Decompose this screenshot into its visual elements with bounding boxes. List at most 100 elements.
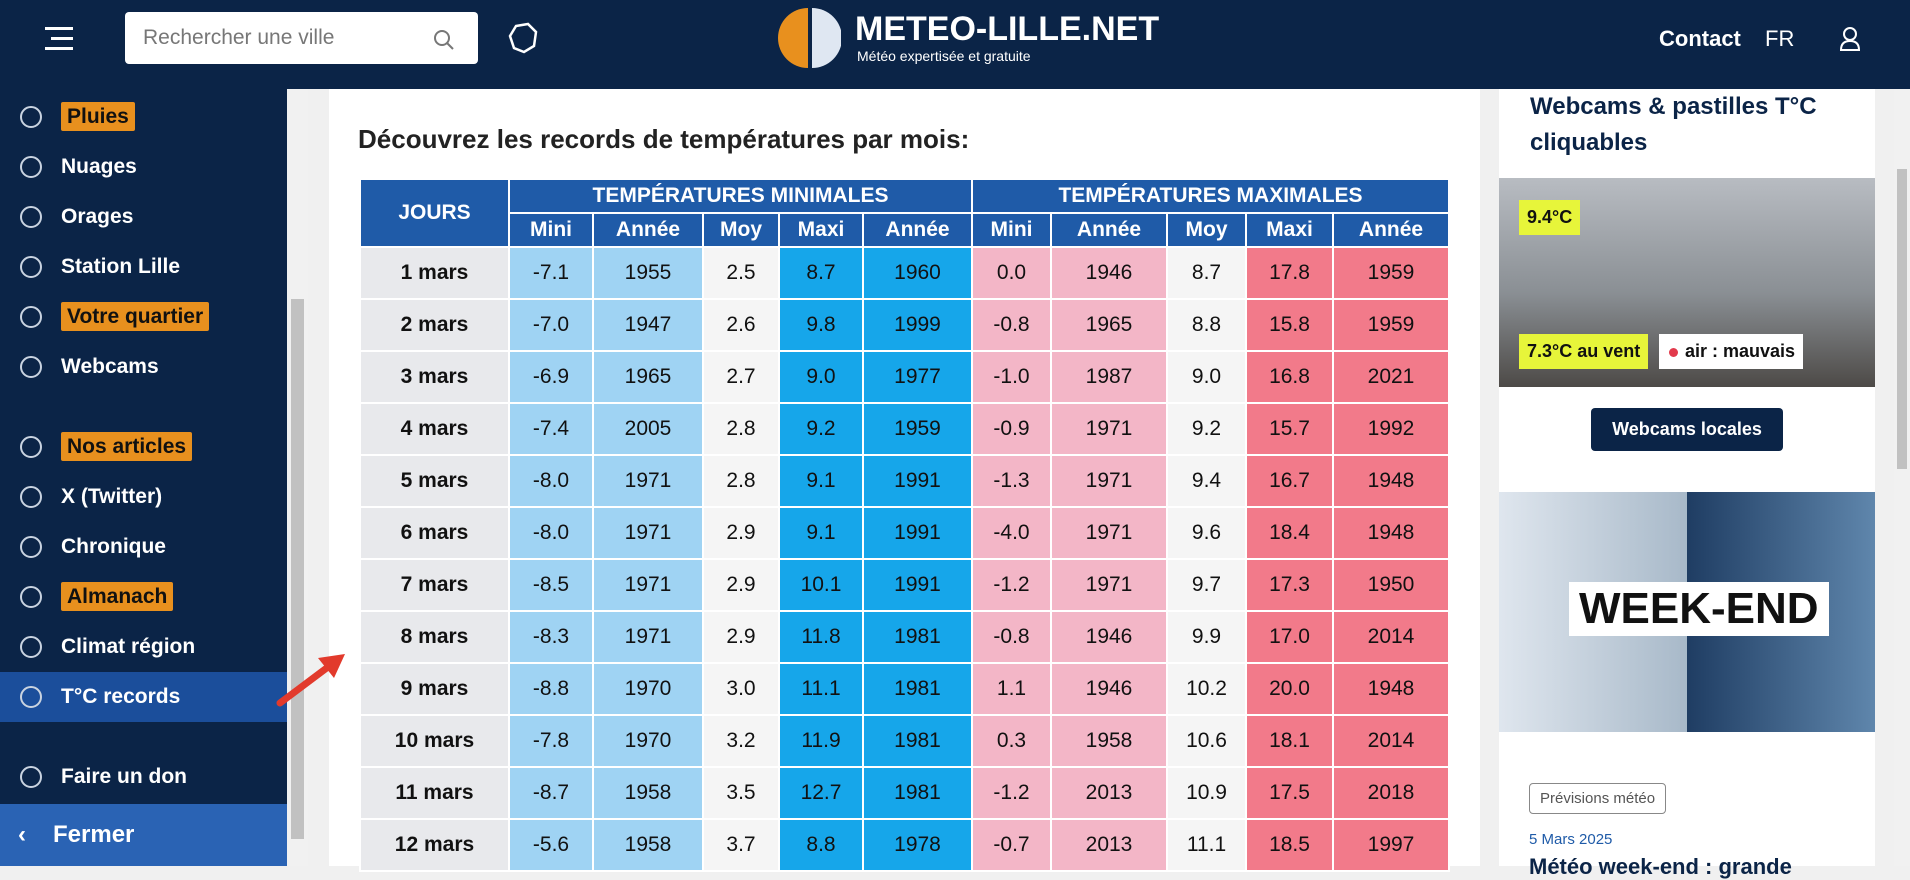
scrollbar <box>287 89 308 866</box>
webcams-button[interactable]: Webcams locales <box>1591 408 1783 451</box>
cell: 15.7 <box>1245 402 1334 456</box>
cell: 1959 <box>1332 246 1450 300</box>
cell: 1977 <box>862 350 973 404</box>
cell: 1987 <box>1050 350 1168 404</box>
nav-item[interactable]: Nos articles <box>0 422 287 472</box>
day-cell: 5 mars <box>359 454 510 508</box>
nav-item[interactable]: Orages <box>0 192 287 242</box>
cell: 9.2 <box>778 402 864 456</box>
nav-item[interactable]: X (Twitter) <box>0 472 287 522</box>
cell: 9.4 <box>1166 454 1247 508</box>
cell: 1960 <box>862 246 973 300</box>
nav-item[interactable]: Pluies <box>0 92 287 142</box>
cell: 1.1 <box>971 662 1052 716</box>
cell: -8.5 <box>508 558 594 612</box>
france-map-icon[interactable] <box>508 22 540 54</box>
table-row: 10 mars -7.8 1970 3.2 11.9 1981 0.3 1958 10.6 18.… <box>359 714 1450 768</box>
cell: -1.3 <box>971 454 1052 508</box>
cell: -6.9 <box>508 350 594 404</box>
webcam-image[interactable]: 9.4°C 7.3°C au vent air : mauvais <box>1499 178 1875 387</box>
cell: 2014 <box>1332 714 1450 768</box>
cell: 8.8 <box>778 818 864 872</box>
nav-icon <box>20 586 42 608</box>
search-input[interactable]: Rechercher une ville <box>125 12 478 64</box>
article-tag[interactable]: Prévisions météo <box>1529 783 1667 814</box>
cell: 18.1 <box>1245 714 1334 768</box>
nav-item[interactable]: Webcams <box>0 342 287 392</box>
cell: 2005 <box>592 402 704 456</box>
close-menu[interactable]: ‹ Fermer <box>0 804 287 866</box>
nav-label: X (Twitter) <box>61 485 163 508</box>
promo-image[interactable]: WEEK-END <box>1499 492 1875 732</box>
day-cell: 8 mars <box>359 610 510 664</box>
menu-button[interactable] <box>45 26 77 52</box>
nav-label: Faire un don <box>61 765 187 788</box>
cell: -5.6 <box>508 818 594 872</box>
cell: -8.7 <box>508 766 594 820</box>
cell: 2.9 <box>702 558 780 612</box>
cell: 10.1 <box>778 558 864 612</box>
cell: 9.0 <box>1166 350 1247 404</box>
annotation-arrow <box>276 654 345 707</box>
nav-item[interactable]: Chronique <box>0 522 287 572</box>
cell: 8.7 <box>778 246 864 300</box>
sub-header: Maxi <box>1245 212 1334 248</box>
language-switch[interactable]: FR <box>1765 26 1795 51</box>
cell: 1958 <box>1050 714 1168 768</box>
nav-item[interactable]: Faire un don <box>0 752 287 802</box>
nav-icon <box>20 256 42 278</box>
contact-link[interactable]: Contact <box>1659 26 1741 51</box>
cell: 3.2 <box>702 714 780 768</box>
table-row: 11 mars -8.7 1958 3.5 12.7 1981 -1.2 2013 10.9 17… <box>359 766 1450 820</box>
search-icon[interactable] <box>432 28 456 52</box>
nav-icon <box>20 106 42 128</box>
cell: 0.3 <box>971 714 1052 768</box>
nav-item[interactable]: Nuages <box>0 142 287 192</box>
cell: 1999 <box>862 298 973 352</box>
cell: 17.3 <box>1245 558 1334 612</box>
article-date: 5 Mars 2025 <box>1529 831 1613 848</box>
cell: 10.6 <box>1166 714 1247 768</box>
cell: 9.7 <box>1166 558 1247 612</box>
cell: 1971 <box>1050 402 1168 456</box>
table-row: 7 mars -8.5 1971 2.9 10.1 1991 -1.2 1971 9.7 17.3… <box>359 558 1450 612</box>
cell: 2.5 <box>702 246 780 300</box>
cell: 18.4 <box>1245 506 1334 560</box>
day-cell: 9 mars <box>359 662 510 716</box>
nav-item[interactable]: T°C records <box>0 672 287 722</box>
cell: 11.9 <box>778 714 864 768</box>
nav-label: Climat région <box>61 635 196 658</box>
nav-item[interactable]: Climat région <box>0 622 287 672</box>
nav-icon <box>20 306 42 328</box>
cell: 2018 <box>1332 766 1450 820</box>
cell: 2014 <box>1332 610 1450 664</box>
cell: 1970 <box>592 662 704 716</box>
promo-text: WEEK-END <box>1569 582 1829 636</box>
nav-label: Pluies <box>61 102 135 131</box>
logo-title[interactable]: METEO-LILLE.NET <box>855 10 1160 48</box>
cell: 1981 <box>862 610 973 664</box>
nav-label: Chronique <box>61 535 166 558</box>
cell: 1958 <box>592 818 704 872</box>
air-quality: air : mauvais <box>1659 334 1804 369</box>
cell: 1991 <box>862 558 973 612</box>
aside-title: Webcams & pastilles T°C cliquables <box>1530 93 1817 156</box>
cell: 1971 <box>592 610 704 664</box>
article-title[interactable]: Météo week-end : grande <box>1529 854 1792 879</box>
nav-icon <box>20 156 42 178</box>
cell: 8.8 <box>1166 298 1247 352</box>
records-table: JOURS TEMPÉRATURES MINIMALES TEMPÉRATURES … <box>359 178 1450 872</box>
cell: 2.6 <box>702 298 780 352</box>
user-icon[interactable] <box>1838 26 1862 52</box>
cell: 1948 <box>1332 454 1450 508</box>
cell: -0.8 <box>971 298 1052 352</box>
nav-item[interactable]: Votre quartier <box>0 292 287 342</box>
aside: Webcams & pastilles T°C cliquables 9.4°C… <box>1499 89 1875 879</box>
cell: 18.5 <box>1245 818 1334 872</box>
nav-item[interactable]: Station Lille <box>0 242 287 292</box>
day-cell: 2 mars <box>359 298 510 352</box>
webcam-temp: 9.4°C <box>1519 200 1581 235</box>
logo-icon[interactable] <box>775 5 841 71</box>
nav-item[interactable]: Almanach <box>0 572 287 622</box>
